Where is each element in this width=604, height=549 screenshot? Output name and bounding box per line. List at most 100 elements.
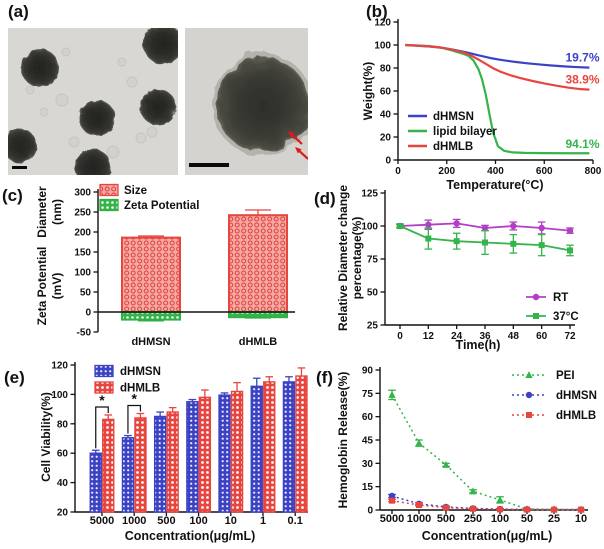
y-axis-title: Weight(%)	[361, 62, 375, 120]
nanoparticle	[8, 129, 37, 163]
y-tick-label: 0	[385, 156, 391, 167]
bar-dHMSN	[89, 452, 102, 513]
x-category-label: 5000	[380, 513, 404, 525]
data-point-marker	[388, 492, 396, 500]
legend-swatch	[99, 183, 119, 197]
bar-dHMLB	[263, 381, 276, 513]
data-point-marker	[481, 224, 489, 232]
panel-label-c: (c)	[2, 186, 23, 205]
data-point-marker	[510, 222, 517, 230]
legend-swatch	[94, 364, 114, 378]
x-tick-label: 72	[564, 331, 576, 342]
legend-label: Zeta Potential	[124, 200, 199, 212]
y-tick-label: 60	[380, 87, 392, 98]
x-category-label: 500	[437, 513, 455, 525]
x-tick-label: 36	[479, 331, 491, 342]
bar-dHMLB	[166, 411, 179, 513]
data-point-marker	[525, 371, 533, 378]
legend-swatch	[99, 198, 119, 212]
ghost-vesicle	[68, 136, 80, 148]
panel-label-b: (b)	[366, 2, 388, 21]
data-point-marker	[510, 240, 517, 247]
y-tick-label: 20	[380, 133, 392, 144]
ghost-vesicle	[146, 126, 158, 138]
x-tick-label: 400	[487, 166, 504, 177]
bar-dHMSN	[250, 385, 263, 513]
nanoparticle	[75, 149, 111, 175]
data-point-marker	[551, 506, 557, 513]
y-tick-label: 80	[380, 64, 392, 75]
panel-label-f: (f)	[316, 368, 333, 387]
legend-label: dHMLB	[556, 410, 596, 422]
ghost-vesicle	[55, 93, 69, 107]
data-point-marker	[415, 439, 423, 447]
ghost-vesicle	[126, 76, 138, 88]
bar-Size	[228, 214, 288, 313]
x-tick-label: 48	[508, 331, 520, 342]
x-category-label: dHMLB	[239, 336, 278, 348]
y-axis-title: (mV)	[50, 273, 64, 300]
ghost-vesicle	[39, 107, 49, 117]
data-point-marker	[388, 390, 396, 398]
nanoparticle	[21, 49, 59, 87]
x-category-label: 250	[464, 513, 482, 525]
panel-c-size-zeta-chart: -50 0 50 100 150 200 250 300 dHMSN dHMLB Size Zeta …	[35, 183, 295, 348]
data-point-marker	[496, 495, 504, 503]
data-point-marker	[482, 239, 488, 246]
data-point-marker	[524, 506, 530, 513]
y-tick-label: 30	[362, 459, 374, 470]
scale-bar	[12, 166, 27, 169]
data-point-marker	[425, 235, 432, 242]
series-line-dHMSN	[391, 495, 581, 511]
y-tick-label: 45	[362, 436, 374, 447]
data-point-marker	[453, 238, 460, 245]
x-category-label: 5000	[90, 515, 114, 527]
x-tick-label: 24	[451, 331, 463, 342]
x-category-label: 100	[491, 513, 509, 525]
y-tick-label: 20	[57, 508, 69, 519]
bar-dHMLB	[198, 396, 212, 513]
y-axis-title: Diameter	[35, 186, 49, 238]
x-axis-title: Time(h)	[456, 338, 501, 352]
x-tick-label: 0	[395, 166, 401, 177]
x-category-label: 1	[260, 515, 266, 527]
y-tick-label: 80	[57, 419, 69, 430]
data-point-marker	[525, 391, 533, 399]
x-category-label: dHMSN	[131, 336, 170, 348]
y-tick-label: 50	[367, 288, 379, 299]
data-point-marker	[497, 506, 503, 513]
y-tick-label: 40	[57, 478, 69, 489]
y-tick-label: 25	[367, 321, 379, 332]
data-point-marker	[567, 247, 573, 254]
ghost-vesicle	[135, 132, 147, 144]
x-axis-title: Concentration(μg/mL)	[422, 529, 553, 543]
y-tick-label: 120	[374, 18, 391, 29]
bar-dHMSN	[218, 394, 231, 513]
data-point-marker	[566, 227, 574, 234]
data-point-marker	[532, 293, 540, 301]
y-axis-title: Cell Viability(%)	[39, 392, 53, 482]
ghost-vesicle	[25, 85, 35, 95]
y-tick-label: 150	[74, 248, 91, 259]
x-category-label: 500	[157, 515, 175, 527]
x-axis-title: Temperature(°C)	[446, 178, 543, 192]
data-point-marker	[453, 220, 460, 227]
nanoparticle-large	[216, 58, 308, 152]
data-point-marker	[425, 221, 432, 228]
panel-d-stability-chart: 25 50 75 100 125 0 12 24 36 48 60 72 RT 37°C Relative …	[336, 185, 579, 352]
scale-bar	[189, 163, 229, 167]
bar-dHMSN	[153, 415, 167, 513]
bar-dHMLB	[102, 418, 115, 513]
x-category-label: 10	[575, 513, 587, 525]
x-category-label: 100	[189, 515, 207, 527]
bar-Zeta Potential	[228, 311, 288, 319]
legend-swatch	[94, 381, 114, 394]
panel-a-tem-images	[8, 28, 308, 175]
x-category-label: 1000	[407, 513, 431, 525]
data-point-marker	[443, 504, 449, 511]
y-tick-label: 90	[362, 366, 374, 377]
series-line-dHMLB	[405, 43, 590, 91]
panel-label-a: (a)	[8, 2, 29, 21]
y-tick-label: 125	[361, 189, 378, 200]
legend-label: dHMSN	[120, 366, 161, 378]
